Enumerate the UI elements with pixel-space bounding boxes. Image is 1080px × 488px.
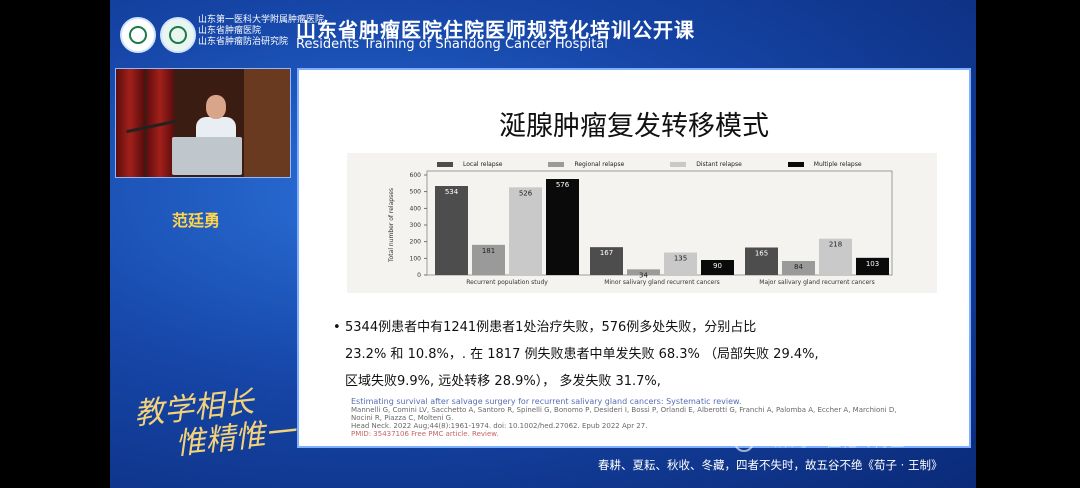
category-label: Recurrent population study <box>466 279 548 286</box>
y-tick-label: 0 <box>417 272 421 279</box>
reference-authors: Mannelli G, Comini LV, Sacchetto A, Sant… <box>351 406 897 422</box>
footer-quote: 春耕、夏耘、秋收、冬藏，四者不失时，故五谷不绝《荀子 · 王制》 <box>598 458 943 472</box>
university-logo-icon <box>120 17 156 53</box>
legend-swatch <box>787 162 804 167</box>
bar <box>856 257 889 275</box>
bar <box>546 179 579 275</box>
reference-links: PMID: 35437106 Free PMC article. Review. <box>351 430 499 438</box>
presentation-slide: 涎腺肿瘤复发转移模式 Local relapse Regional relapse… <box>297 68 971 448</box>
wechat-watermark: 公众号 · 伍艳玲博士 <box>734 427 905 452</box>
reference-title: Estimating survival after salvage surger… <box>351 397 742 406</box>
broadcast-frame: 山东第一医科大学附属肿瘤医院 山东省肿瘤医院 山东省肿瘤防治研究院 山东省肿瘤医… <box>110 0 976 488</box>
legend-label: Regional relapse <box>574 161 625 168</box>
bar <box>472 244 505 275</box>
wechat-icon <box>734 431 754 452</box>
speaker-video <box>115 68 291 178</box>
y-axis-label: Total number of relapses <box>388 188 395 263</box>
bar <box>590 247 623 275</box>
legend-item: Local relapse <box>437 161 502 168</box>
institution-names: 山东第一医科大学附属肿瘤医院 山东省肿瘤医院 山东省肿瘤防治研究院 <box>198 15 324 48</box>
y-tick-label: 600 <box>410 172 422 179</box>
watermark-text: 公众号 · 伍艳玲博士 <box>762 431 906 450</box>
speaker-name: 范廷勇 <box>172 211 221 230</box>
legend-label: Multiple relapse <box>813 161 862 168</box>
bullet-line: 5344例患者中有1241例患者1处治疗失败，576例多处失败，分别占比 <box>345 320 757 335</box>
bullet-icon: • <box>333 320 341 335</box>
bar-value-label: 534 <box>445 188 459 196</box>
relapse-chart: Local relapse Regional relapse Distant rel… <box>347 153 937 293</box>
legend-label: Local relapse <box>463 161 503 168</box>
bar <box>509 187 542 275</box>
bar-value-label: 165 <box>755 250 768 258</box>
slogan: 教学相长 惟精惟一 <box>132 385 296 462</box>
legend-label: Distant relapse <box>696 161 742 168</box>
bar <box>701 260 734 275</box>
institution-name: 山东第一医科大学附属肿瘤医院 <box>198 15 325 25</box>
bar-value-label: 34 <box>639 271 648 279</box>
slide-title: 涎腺肿瘤复发转移模式 <box>499 111 769 142</box>
bar-chart: 0 100 200 300 400 500 600 Total number of relap… <box>388 170 893 286</box>
legend-item: Multiple relapse <box>787 161 862 168</box>
legend-item: Distant relapse <box>670 161 742 168</box>
bullet-line: 区域失败9.9%, 远处转移 28.9%）， 多发失败 31.7%, <box>345 374 661 389</box>
bar <box>745 247 778 275</box>
y-tick-label: 100 <box>410 255 422 262</box>
bar-value-label: 84 <box>794 263 803 271</box>
reference-citation: Estimating survival after salvage surger… <box>351 397 911 439</box>
reference-journal: Head Neck. 2022 Aug;44(8):1961-1974. doi… <box>351 422 648 430</box>
bar-value-label: 526 <box>519 189 533 197</box>
bullet-line: 23.2% 和 10.8%，. 在 1817 例失败患者中单发失败 68.3% … <box>345 347 819 362</box>
bar <box>782 261 815 275</box>
bar-value-label: 90 <box>713 262 722 270</box>
bar-value-label: 167 <box>600 249 613 257</box>
slide-bullet: • 5344例患者中有1241例患者1处治疗失败，576例多处失败，分别占比 2… <box>333 314 945 395</box>
bar-value-label: 576 <box>556 181 570 189</box>
hospital-logo-icon <box>160 17 196 53</box>
laptop-icon <box>172 137 242 175</box>
legend-swatch <box>670 162 687 167</box>
course-title-cn: 山东省肿瘤医院住院医师规范化培训公开课 <box>296 18 695 42</box>
legend-swatch <box>437 162 453 167</box>
y-tick-label: 300 <box>410 222 422 229</box>
header: 山东第一医科大学附属肿瘤医院 山东省肿瘤医院 山东省肿瘤防治研究院 山东省肿瘤医… <box>110 0 976 58</box>
category-label: Minor salivary gland recurrent cancers <box>604 279 720 286</box>
bar <box>664 252 697 275</box>
y-tick-label: 500 <box>410 189 422 196</box>
bar-value-label: 218 <box>829 241 842 249</box>
bar <box>819 238 852 275</box>
bar-value-label: 103 <box>866 260 879 268</box>
bar-value-label: 135 <box>674 255 687 263</box>
y-tick-label: 400 <box>410 205 422 212</box>
bar <box>627 269 660 275</box>
chart-legend: Local relapse Regional relapse Distant rel… <box>437 161 908 168</box>
course-title-en: Residents Training of Shandong Cancer Ho… <box>296 37 608 52</box>
institution-name: 山东省肿瘤防治研究院 <box>198 37 289 47</box>
legend-swatch <box>548 162 565 167</box>
institution-name: 山东省肿瘤医院 <box>198 26 262 36</box>
y-tick-label: 200 <box>410 239 422 246</box>
bar-value-label: 181 <box>482 247 495 255</box>
legend-item: Regional relapse <box>548 161 624 168</box>
category-label: Major salivary gland recurrent cancers <box>759 279 874 286</box>
bar <box>435 186 468 275</box>
